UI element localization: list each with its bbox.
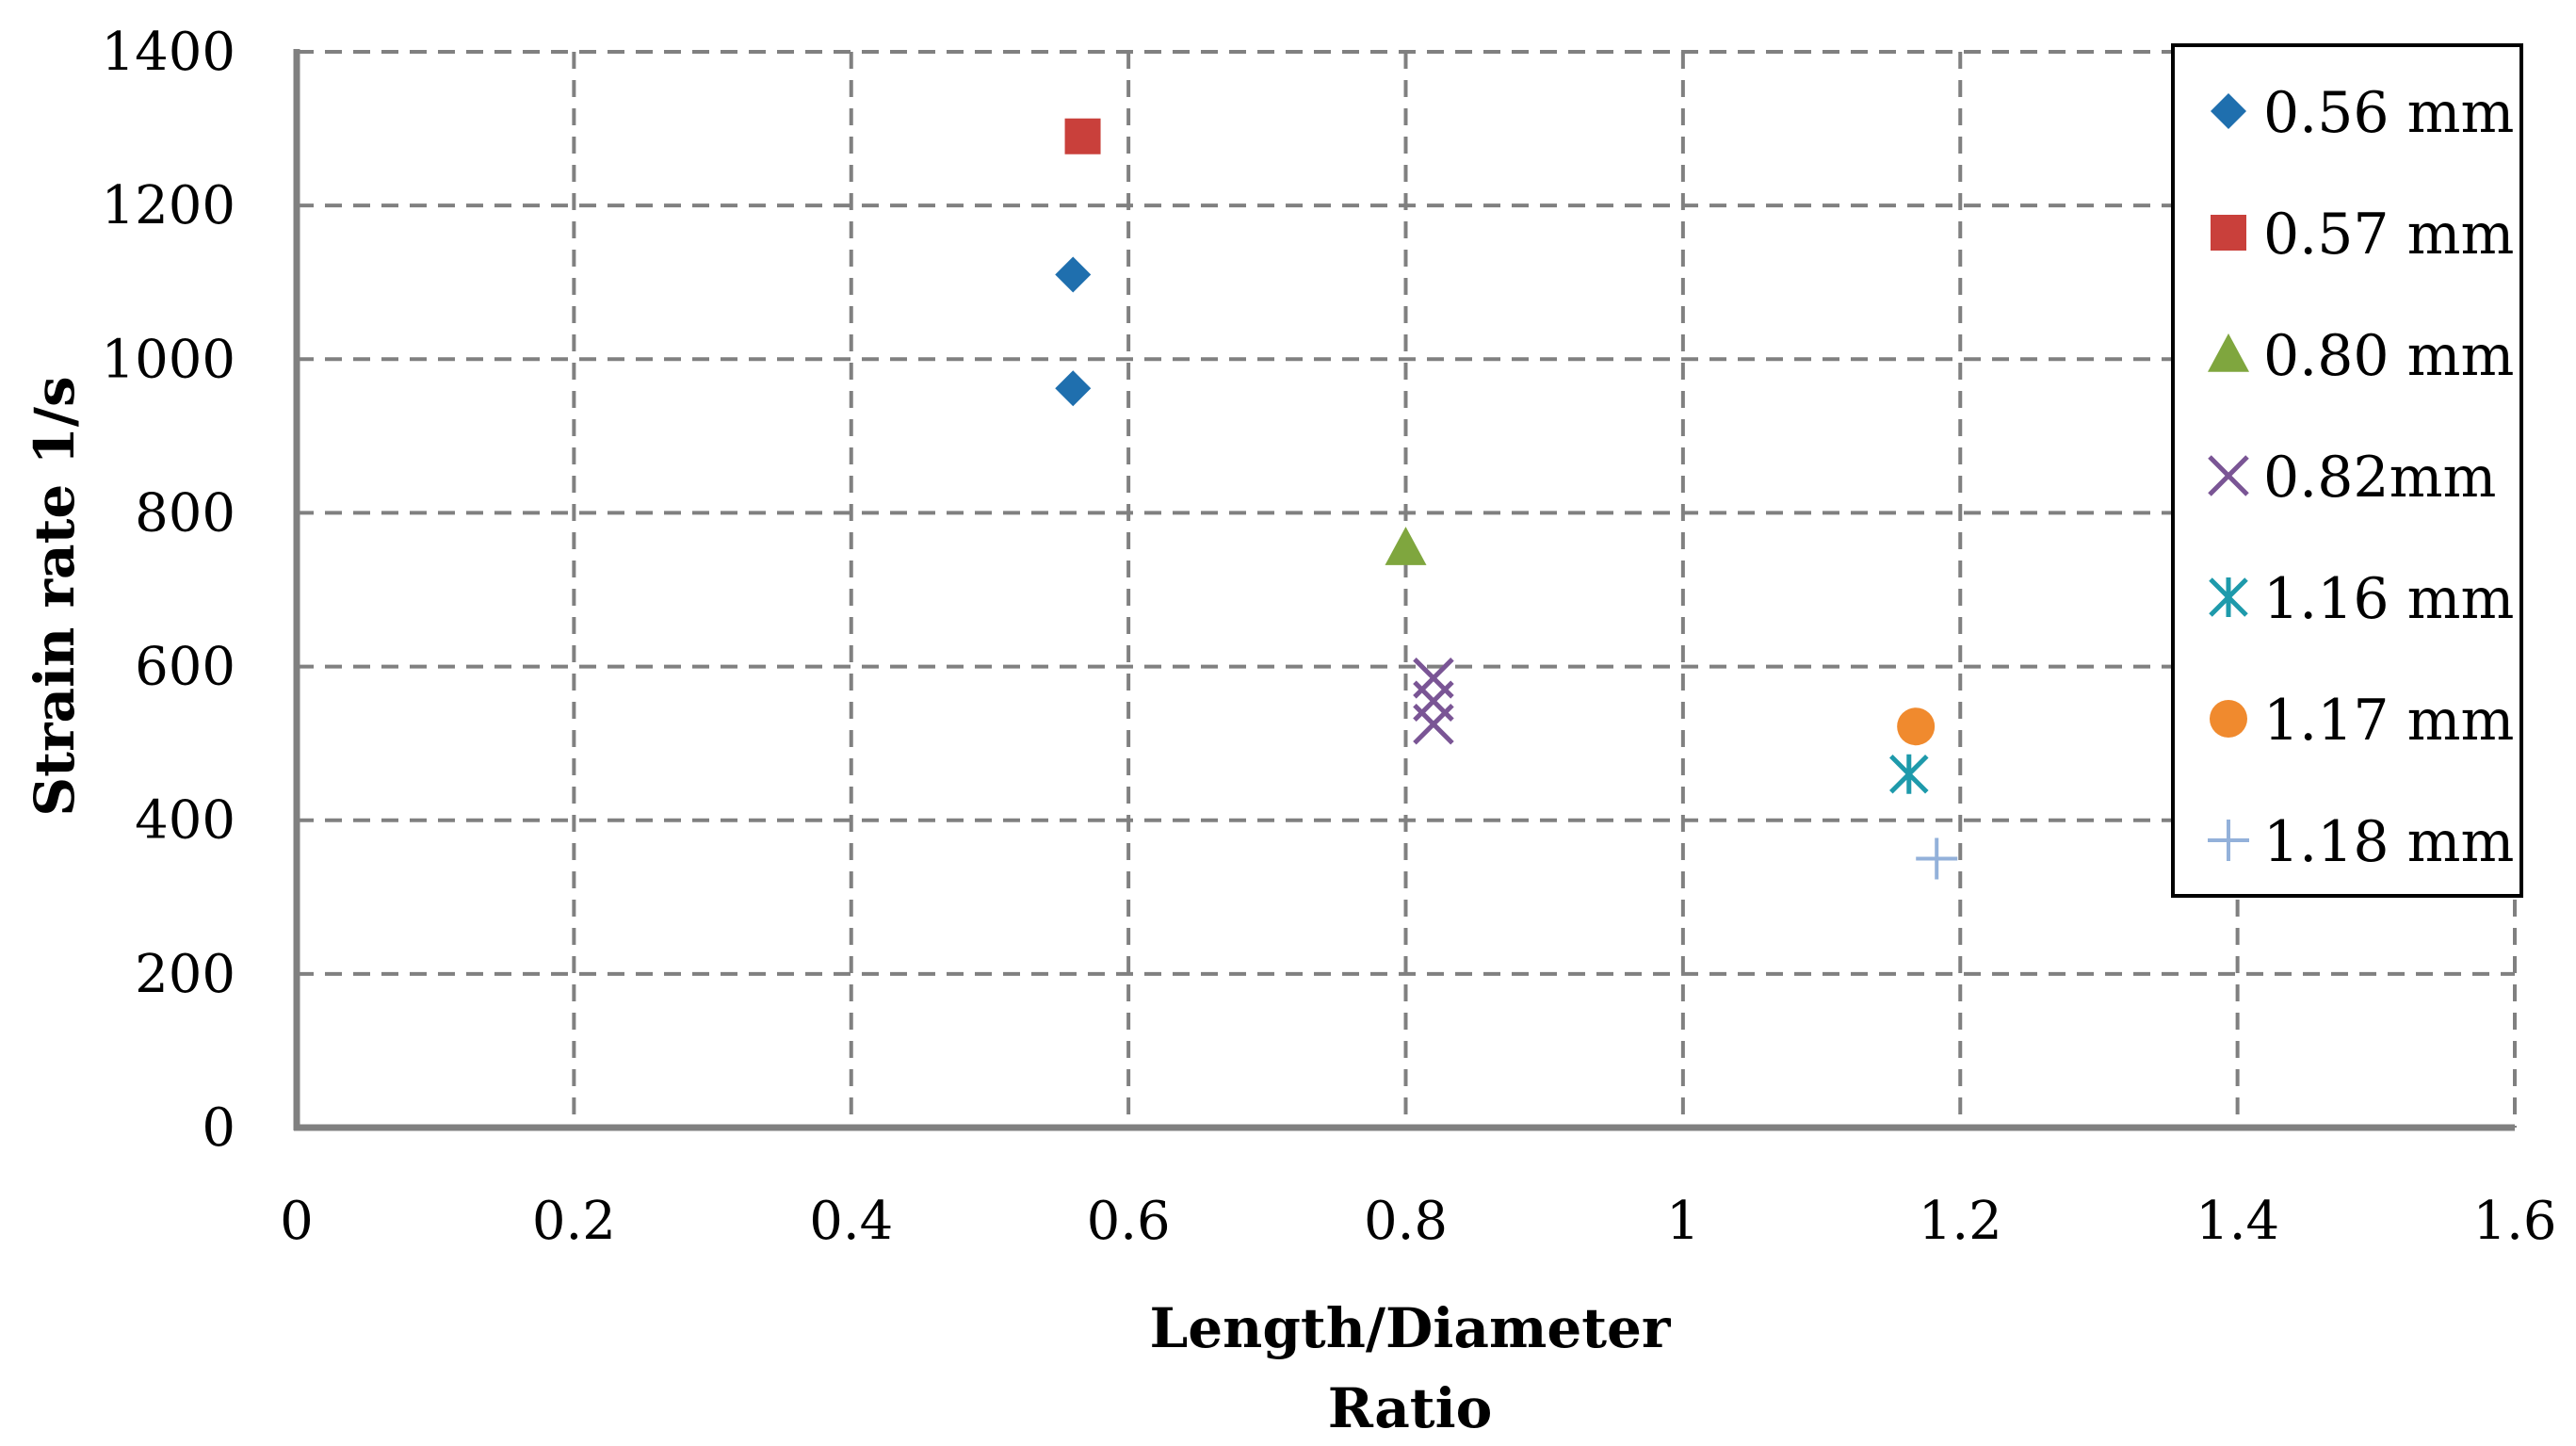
x-tick-label: 1.4 (2195, 1191, 2279, 1252)
y-tick-label: 1400 (101, 22, 235, 83)
legend-marker (2208, 820, 2249, 861)
y-tick-label: 1000 (101, 329, 235, 390)
legend-label: 0.57 mm (2263, 202, 2514, 268)
y-tick-label: 600 (135, 637, 235, 698)
axes (293, 49, 2515, 1131)
tick-labels: 0 200 400 600 800 1000 1200 1400 0 0.2 0.4 0.6 0.8 1 1… (101, 22, 2556, 1252)
data-point (1916, 837, 1958, 880)
legend-marker (2211, 215, 2246, 251)
legend-label: 1.17 mm (2263, 688, 2514, 754)
x-tick-label: 0.6 (1087, 1191, 1171, 1252)
axis-titles: Length/Diameter Ratio Strain rate 1/s (23, 376, 1672, 1440)
y-axis-title: Strain rate 1/s (23, 376, 87, 816)
x-axis-title-line-1: Length/Diameter (1150, 1296, 1672, 1360)
legend-label: 0.56 mm (2263, 80, 2514, 146)
y-tick-label: 200 (135, 944, 235, 1005)
y-tick-label: 400 (135, 790, 235, 852)
y-tick-label: 800 (135, 482, 235, 544)
data-point (1385, 527, 1427, 565)
grid-lines (297, 50, 2517, 1128)
x-tick-label: 0.8 (1364, 1191, 1448, 1252)
x-tick-label: 1.6 (2472, 1191, 2556, 1252)
data-points (1055, 118, 1958, 880)
x-tick-label: 0.2 (532, 1191, 616, 1252)
legend-label: 1.18 mm (2263, 809, 2514, 875)
data-point (1064, 118, 1101, 154)
y-tick-label: 0 (202, 1097, 235, 1159)
data-point (1413, 703, 1454, 745)
legend: 0.56 mm 0.57 mm 0.80 mm 0.82mm 1.16 mm 1.17 m… (2171, 43, 2523, 898)
y-tick-label: 1200 (101, 175, 235, 236)
data-point (1897, 707, 1936, 746)
legend-marker (2210, 700, 2247, 738)
x-tick-label: 0.4 (809, 1191, 893, 1252)
data-point (1889, 754, 1929, 794)
legend-marker (2208, 455, 2249, 496)
legend-marker (2209, 577, 2248, 617)
x-tick-label: 1.2 (1919, 1191, 2002, 1252)
legend-label: 0.82mm (2263, 445, 2496, 511)
legend-label: 0.80 mm (2263, 323, 2514, 389)
x-tick-label: 0 (280, 1191, 314, 1252)
legend-marker (2211, 93, 2246, 129)
legend-label: 1.16 mm (2263, 566, 2514, 632)
data-point (1055, 370, 1092, 407)
x-tick-label: 1 (1666, 1191, 1700, 1252)
x-axis-title-line-2: Ratio (1328, 1376, 1493, 1440)
legend-marker (2208, 333, 2249, 372)
data-point (1055, 256, 1092, 293)
